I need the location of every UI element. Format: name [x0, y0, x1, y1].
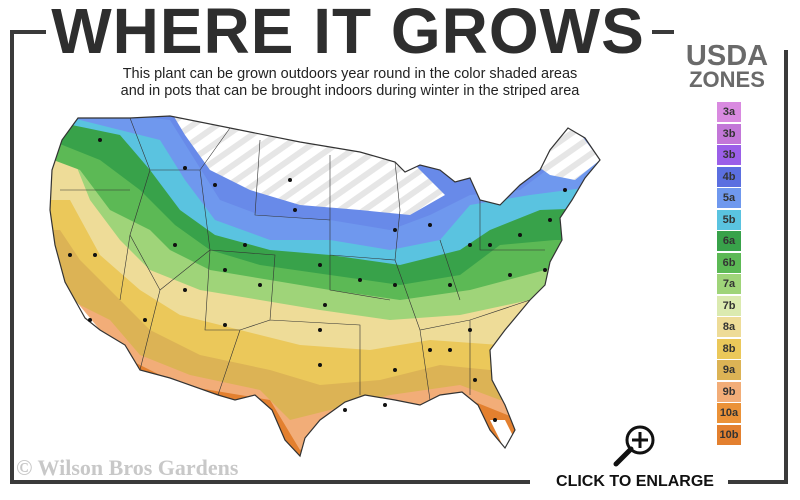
city-dot	[223, 268, 227, 272]
copyright-watermark: © Wilson Bros Gardens	[16, 455, 239, 480]
city-dot	[318, 328, 322, 332]
legend-title-line-2: ZONES	[689, 67, 765, 92]
city-dot	[358, 278, 362, 282]
city-dot	[258, 283, 262, 287]
city-dot	[183, 288, 187, 292]
city-dot	[293, 208, 297, 212]
city-dot	[393, 228, 397, 232]
legend-zone-7a: 7a	[717, 274, 741, 294]
city-dot	[428, 223, 432, 227]
city-dot	[393, 368, 397, 372]
city-dot	[428, 348, 432, 352]
city-dot	[323, 303, 327, 307]
state-lines	[60, 117, 545, 401]
legend-zone-9a: 9a	[717, 360, 741, 380]
legend-title: USDA ZONES	[672, 40, 782, 92]
enlarge-label: CLICK TO ENLARGE	[556, 473, 714, 490]
city-dot	[318, 363, 322, 367]
city-dot	[508, 273, 512, 277]
city-dot	[448, 348, 452, 352]
legend-zone-10a: 10a	[717, 403, 741, 423]
city-dot	[563, 188, 567, 192]
city-dot	[68, 253, 72, 257]
legend-zone-5b: 5b	[717, 209, 741, 230]
legend-zone-3a: 3a	[717, 102, 741, 122]
zone-legend: 3a 3b 3b 4b 5a 5b 6a 6b 7a 7b 8a 8b 9a 9b 10a 10b	[717, 102, 741, 446]
city-dot	[473, 378, 477, 382]
frame-right	[784, 50, 788, 484]
legend-zone-6b: 6b	[717, 252, 741, 273]
city-dot	[183, 166, 187, 170]
city-dot	[243, 243, 247, 247]
city-dot	[468, 243, 472, 247]
frame-bottom-right	[728, 480, 788, 484]
city-dot	[488, 243, 492, 247]
city-dot	[493, 418, 497, 422]
city-dot	[543, 268, 547, 272]
subtitle: This plant can be grown outdoors year ro…	[50, 66, 650, 100]
legend-zone-6a: 6a	[717, 231, 741, 251]
legend-zone-3b: 3b	[717, 123, 741, 144]
city-dot	[213, 183, 217, 187]
frame-top-right	[652, 30, 674, 34]
city-dot	[318, 263, 322, 267]
city-dot	[143, 318, 147, 322]
city-dot	[288, 178, 292, 182]
city-dot	[383, 403, 387, 407]
legend-zone-8a: 8a	[717, 317, 741, 337]
city-dot	[548, 218, 552, 222]
city-dot	[93, 253, 97, 257]
subtitle-line-1: This plant can be grown outdoors year ro…	[122, 66, 578, 82]
frame-top-left	[10, 30, 46, 34]
city-dot	[173, 243, 177, 247]
legend-zone-8b: 8b	[717, 338, 741, 359]
frame-left	[10, 30, 14, 484]
legend-zone-3b: 3b	[717, 145, 741, 165]
city-dot	[343, 408, 347, 412]
city-dot	[448, 283, 452, 287]
legend-zone-4b: 4b	[717, 166, 741, 187]
frame-bottom-left	[10, 480, 530, 484]
city-dot	[98, 138, 102, 142]
city-dot	[518, 233, 522, 237]
city-dot	[468, 328, 472, 332]
legend-zone-9b: 9b	[717, 381, 741, 402]
city-dot	[393, 283, 397, 287]
legend-zone-5a: 5a	[717, 188, 741, 208]
page-title: WHERE IT GROWS	[51, 0, 645, 67]
city-dots	[68, 138, 567, 422]
subtitle-line-2: and in pots that can be brought indoors …	[120, 83, 580, 99]
city-dot	[223, 323, 227, 327]
magnifier-plus-icon	[613, 425, 655, 467]
city-dot	[88, 318, 92, 322]
legend-zone-10b: 10b	[717, 424, 741, 445]
legend-zone-7b: 7b	[717, 295, 741, 316]
legend-title-line-1: USDA	[685, 40, 769, 72]
